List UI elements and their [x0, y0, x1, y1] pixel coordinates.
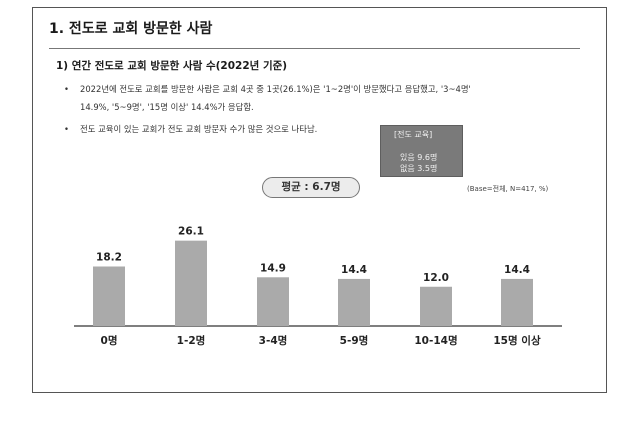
category-label: 5-9명 — [340, 334, 369, 347]
bar-value-label: 12.0 — [423, 272, 449, 284]
category-label: 10-14명 — [414, 334, 457, 347]
bar-value-label: 14.4 — [504, 264, 530, 276]
bar-value-label: 14.4 — [341, 264, 367, 276]
sub-title: 1) 연간 전도로 교회 방문한 사람 수(2022년 기준) — [56, 60, 288, 72]
category-label: 3-4명 — [259, 334, 288, 347]
bullet-item: • 2022년에 전도로 교회를 방문한 사람은 교회 4곳 중 1곳(26.1… — [64, 80, 564, 116]
bar — [501, 278, 533, 326]
bar — [420, 286, 452, 326]
report-frame — [32, 7, 607, 393]
bullet-dot: • — [64, 124, 69, 134]
title-divider — [49, 48, 580, 49]
bar — [338, 278, 370, 326]
bar — [93, 266, 125, 326]
average-badge: 평균 : 6.7명 — [262, 177, 360, 198]
category-label: 1-2명 — [177, 334, 206, 347]
bullet-dot: • — [64, 84, 69, 94]
bar — [175, 240, 207, 326]
section-title: 1. 전도로 교회 방문한 사람 — [49, 21, 213, 37]
callout-title: [전도 교육] — [394, 130, 433, 139]
bar-value-label: 26.1 — [178, 226, 204, 238]
training-callout: [전도 교육] 있음 9.6명 없음 3.5명 — [380, 125, 463, 177]
base-note: (Base=전체, N=417, %) — [467, 185, 549, 193]
bar — [257, 277, 289, 326]
callout-line: 있음 9.6명 — [400, 153, 438, 162]
bar-value-label: 14.9 — [260, 262, 286, 274]
category-label: 0명 — [101, 334, 118, 347]
callout-line: 없음 3.5명 — [400, 164, 438, 173]
bullet-text-line: 14.9%, '5~9명', '15명 이상' 14.4%가 응답함. — [80, 102, 254, 112]
bar-value-label: 18.2 — [96, 251, 122, 263]
bullet-text-line: 2022년에 전도로 교회를 방문한 사람은 교회 4곳 중 1곳(26.1%)… — [80, 84, 471, 94]
bullet-text-line: 전도 교육이 있는 교회가 전도 교회 방문자 수가 많은 것으로 나타남. — [80, 124, 318, 134]
category-label: 15명 이상 — [493, 334, 541, 347]
bullet-item: • 전도 교육이 있는 교회가 전도 교회 방문자 수가 많은 것으로 나타남. — [64, 120, 394, 138]
